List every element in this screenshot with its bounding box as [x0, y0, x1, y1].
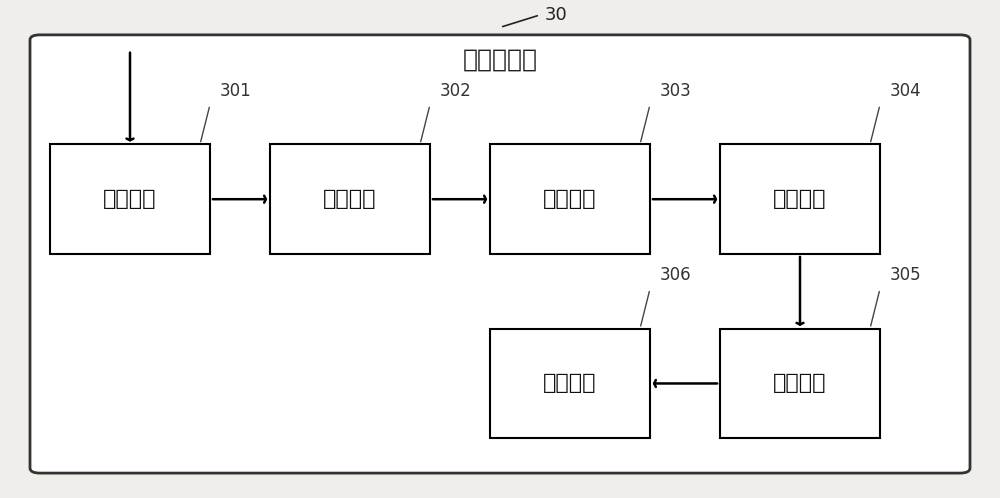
Text: 301: 301 [220, 82, 252, 100]
Text: 接收单元: 接收单元 [103, 189, 157, 209]
FancyBboxPatch shape [720, 144, 880, 254]
Text: 解析单元: 解析单元 [323, 189, 377, 209]
FancyBboxPatch shape [50, 144, 210, 254]
FancyBboxPatch shape [490, 329, 650, 438]
Text: 304: 304 [890, 82, 922, 100]
Text: 30: 30 [545, 6, 568, 24]
FancyBboxPatch shape [720, 329, 880, 438]
Text: 驱动单元: 驱动单元 [543, 374, 597, 393]
Text: 305: 305 [890, 266, 922, 284]
FancyBboxPatch shape [490, 144, 650, 254]
Text: 306: 306 [660, 266, 692, 284]
FancyBboxPatch shape [270, 144, 430, 254]
FancyBboxPatch shape [30, 35, 970, 473]
Text: 功率单元板: 功率单元板 [462, 48, 538, 72]
Text: 比较单元: 比较单元 [543, 189, 597, 209]
Text: 确定单元: 确定单元 [773, 189, 827, 209]
Text: 303: 303 [660, 82, 692, 100]
Text: 加载单元: 加载单元 [773, 374, 827, 393]
Text: 302: 302 [440, 82, 472, 100]
